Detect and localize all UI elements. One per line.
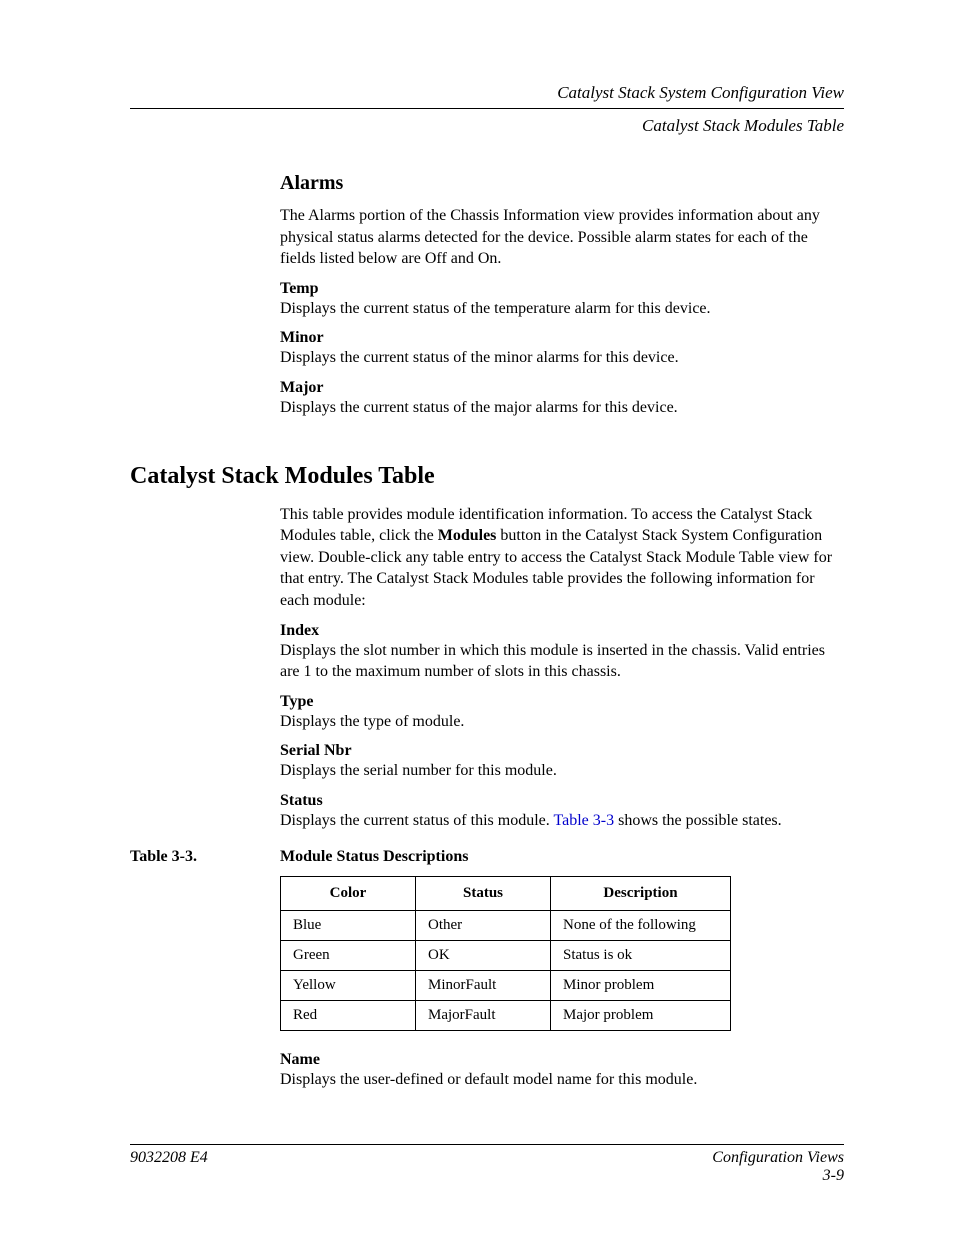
- col-status: Status: [416, 876, 551, 910]
- major-label: Major: [280, 379, 844, 397]
- temp-desc: Displays the current status of the tempe…: [280, 298, 844, 320]
- alarms-heading: Alarms: [280, 172, 844, 195]
- index-label: Index: [280, 622, 844, 640]
- cell-desc: Major problem: [551, 1000, 731, 1030]
- cell-desc: Minor problem: [551, 970, 731, 1000]
- module-status-table: Color Status Description Blue Other None…: [280, 876, 731, 1031]
- footer-doc-id: 9032208 E4: [130, 1149, 208, 1185]
- status-desc-post: shows the possible states.: [614, 812, 782, 829]
- table-row: Green OK Status is ok: [281, 940, 731, 970]
- cell-desc: Status is ok: [551, 940, 731, 970]
- name-desc: Displays the user-defined or default mod…: [280, 1069, 844, 1091]
- serial-desc: Displays the serial number for this modu…: [280, 760, 844, 782]
- page-footer: 9032208 E4 Configuration Views 3-9: [130, 1144, 844, 1185]
- cell-color: Green: [281, 940, 416, 970]
- col-description: Description: [551, 876, 731, 910]
- status-desc-pre: Displays the current status of this modu…: [280, 812, 553, 829]
- minor-label: Minor: [280, 329, 844, 347]
- cell-status: MajorFault: [416, 1000, 551, 1030]
- status-desc: Displays the current status of this modu…: [280, 810, 844, 832]
- status-label: Status: [280, 792, 844, 810]
- footer-right: Configuration Views 3-9: [712, 1149, 844, 1185]
- serial-label: Serial Nbr: [280, 742, 844, 760]
- cell-color: Red: [281, 1000, 416, 1030]
- type-desc: Displays the type of module.: [280, 711, 844, 733]
- table-3-3-link[interactable]: Table 3-3: [553, 812, 614, 829]
- cell-status: OK: [416, 940, 551, 970]
- type-label: Type: [280, 693, 844, 711]
- page-header: Catalyst Stack System Configuration View…: [130, 80, 844, 138]
- modules-intro: This table provides module identificatio…: [280, 504, 844, 612]
- name-label: Name: [280, 1051, 844, 1069]
- table-header-row: Color Status Description: [281, 876, 731, 910]
- modules-intro-bold: Modules: [438, 527, 497, 544]
- table-row: Red MajorFault Major problem: [281, 1000, 731, 1030]
- document-page: Catalyst Stack System Configuration View…: [0, 0, 954, 1235]
- alarms-intro: The Alarms portion of the Chassis Inform…: [280, 205, 844, 270]
- modules-heading: Catalyst Stack Modules Table: [130, 463, 844, 490]
- minor-desc: Displays the current status of the minor…: [280, 347, 844, 369]
- major-desc: Displays the current status of the major…: [280, 397, 844, 419]
- table-title: Module Status Descriptions: [280, 848, 468, 866]
- table-row: Blue Other None of the following: [281, 910, 731, 940]
- footer-page-number: 3-9: [712, 1167, 844, 1185]
- cell-color: Blue: [281, 910, 416, 940]
- header-subsection-title: Catalyst Stack Modules Table: [130, 113, 844, 139]
- cell-status: Other: [416, 910, 551, 940]
- cell-desc: None of the following: [551, 910, 731, 940]
- footer-section: Configuration Views: [712, 1149, 844, 1166]
- table-row: Yellow MinorFault Minor problem: [281, 970, 731, 1000]
- col-color: Color: [281, 876, 416, 910]
- table-number: Table 3-3.: [130, 848, 280, 866]
- cell-status: MinorFault: [416, 970, 551, 1000]
- table-caption: Table 3-3. Module Status Descriptions: [130, 848, 844, 866]
- temp-label: Temp: [280, 280, 844, 298]
- header-section-title: Catalyst Stack System Configuration View: [130, 80, 844, 109]
- cell-color: Yellow: [281, 970, 416, 1000]
- index-desc: Displays the slot number in which this m…: [280, 640, 844, 683]
